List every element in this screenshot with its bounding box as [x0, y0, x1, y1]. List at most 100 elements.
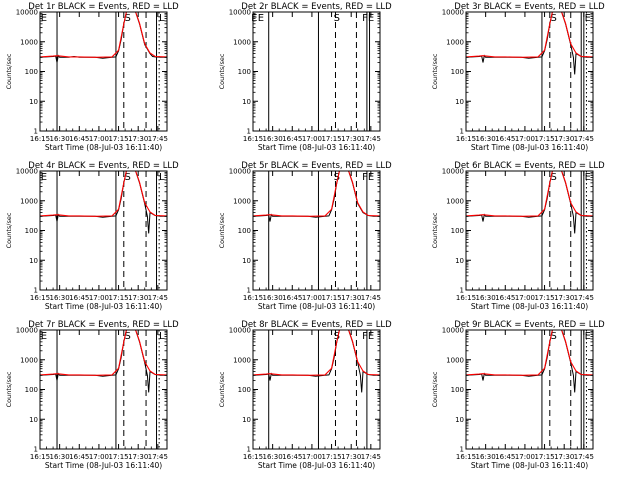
x-tick-label: 17:15 [534, 453, 554, 461]
panel-title: Det 2r BLACK = Events, RED = LLD [241, 2, 392, 12]
events-series-line [466, 171, 593, 234]
panel-title: Det 5r BLACK = Events, RED = LLD [241, 161, 392, 171]
x-tick-label: 17:30 [128, 294, 148, 302]
x-tick-label: 16:45 [282, 453, 302, 461]
plot-frame [39, 329, 168, 450]
y-tick-label: 10 [242, 257, 251, 265]
event-marker-label: E [41, 13, 47, 24]
lld-series-line [40, 330, 167, 376]
x-tick-label: 16:30 [263, 294, 283, 302]
lld-series-line [253, 171, 380, 217]
x-tick-label: 16:45 [282, 294, 302, 302]
x-tick-label: 16:30 [50, 453, 70, 461]
x-tick-label: 16:30 [263, 453, 283, 461]
events-series-line [466, 330, 593, 393]
x-tick-label: 17:30 [554, 135, 574, 143]
x-tick-label: 17:00 [302, 294, 322, 302]
x-tick-label: 17:30 [554, 294, 574, 302]
y-tick-label: 100 [25, 227, 38, 235]
y-tick-label: 1000 [233, 38, 251, 46]
y-tick-label: 1 [34, 446, 38, 454]
panel-title: Det 3r BLACK = Events, RED = LLD [454, 2, 605, 12]
x-axis-label: Start Time (08-Jul-03 16:11:40) [471, 461, 588, 470]
y-axis-label: Counts/sec [5, 53, 13, 89]
x-tick-label: 17:15 [534, 294, 554, 302]
y-tick-label: 10000 [229, 9, 251, 17]
x-tick-label: 17:45 [361, 294, 381, 302]
x-tick-label: 17:00 [515, 135, 535, 143]
x-tick-label: 16:45 [495, 294, 515, 302]
y-tick-label: 1000 [20, 356, 38, 364]
y-axis-label: Counts/sec [5, 371, 13, 407]
y-tick-label: 10000 [16, 327, 38, 335]
plot-frame [252, 11, 381, 132]
x-axis-label: Start Time (08-Jul-03 16:11:40) [258, 143, 375, 152]
y-tick-label: 10000 [442, 9, 464, 17]
x-axis-label: Start Time (08-Jul-03 16:11:40) [471, 302, 588, 311]
events-series-line [253, 171, 380, 222]
y-tick-label: 10 [242, 98, 251, 106]
events-series-line [40, 171, 167, 234]
event-marker-label: E [585, 172, 591, 183]
x-axis-label: Start Time (08-Jul-03 16:11:40) [45, 143, 162, 152]
y-tick-label: 100 [25, 386, 38, 394]
y-tick-label: 10 [29, 98, 38, 106]
x-tick-label: 17:30 [341, 135, 361, 143]
y-tick-label: 100 [238, 227, 251, 235]
y-tick-label: 1000 [446, 38, 464, 46]
event-marker-label: S [125, 331, 131, 342]
plot-frame [252, 329, 381, 450]
x-tick-label: 17:00 [89, 135, 109, 143]
y-axis-label: Counts/sec [5, 212, 13, 248]
event-marker-label: E [41, 331, 47, 342]
x-tick-label: 16:45 [495, 135, 515, 143]
x-tick-label: 17:45 [148, 453, 168, 461]
y-tick-label: 1000 [233, 197, 251, 205]
x-tick-label: 17:00 [302, 135, 322, 143]
y-tick-label: 100 [238, 68, 251, 76]
event-marker-label: FE [362, 331, 374, 342]
event-marker-label: FE [362, 172, 374, 183]
x-tick-label: 16:45 [69, 135, 89, 143]
x-tick-label: 17:15 [108, 294, 128, 302]
x-tick-label: 16:15 [243, 294, 263, 302]
event-marker-label: E [258, 13, 264, 24]
events-series-line [40, 12, 167, 63]
y-axis-label: Counts/sec [218, 212, 226, 248]
x-tick-label: 17:45 [574, 453, 594, 461]
y-tick-label: 10 [29, 416, 38, 424]
y-tick-label: 1000 [20, 197, 38, 205]
x-tick-label: 16:15 [30, 294, 50, 302]
lld-series-line [466, 12, 593, 58]
x-tick-label: 17:00 [89, 294, 109, 302]
x-tick-label: 16:15 [456, 453, 476, 461]
x-tick-label: 17:30 [341, 294, 361, 302]
x-tick-label: 17:45 [148, 135, 168, 143]
x-tick-label: 16:30 [476, 294, 496, 302]
plot-frame [465, 11, 594, 132]
y-tick-label: 10 [242, 416, 251, 424]
plot-frame [252, 170, 381, 291]
x-tick-label: 17:30 [128, 135, 148, 143]
y-tick-label: 10000 [16, 9, 38, 17]
x-axis-label: Start Time (08-Jul-03 16:11:40) [258, 461, 375, 470]
event-marker-label: S [334, 172, 340, 183]
x-tick-label: 16:30 [50, 135, 70, 143]
y-axis-label: Counts/sec [218, 53, 226, 89]
y-tick-label: 10 [455, 257, 464, 265]
y-axis-label: Counts/sec [431, 212, 439, 248]
x-axis-label: Start Time (08-Jul-03 16:11:40) [45, 302, 162, 311]
x-tick-label: 17:00 [89, 453, 109, 461]
y-tick-label: 10000 [442, 168, 464, 176]
x-tick-label: 16:15 [456, 294, 476, 302]
event-marker-label: S [334, 13, 340, 24]
x-tick-label: 16:45 [495, 453, 515, 461]
y-tick-label: 1 [460, 287, 464, 295]
x-tick-label: 17:00 [515, 453, 535, 461]
y-tick-label: 1 [460, 446, 464, 454]
y-tick-label: 1 [34, 287, 38, 295]
y-tick-label: 100 [238, 386, 251, 394]
lld-series-line [40, 12, 167, 58]
event-marker-label: S [334, 331, 340, 342]
